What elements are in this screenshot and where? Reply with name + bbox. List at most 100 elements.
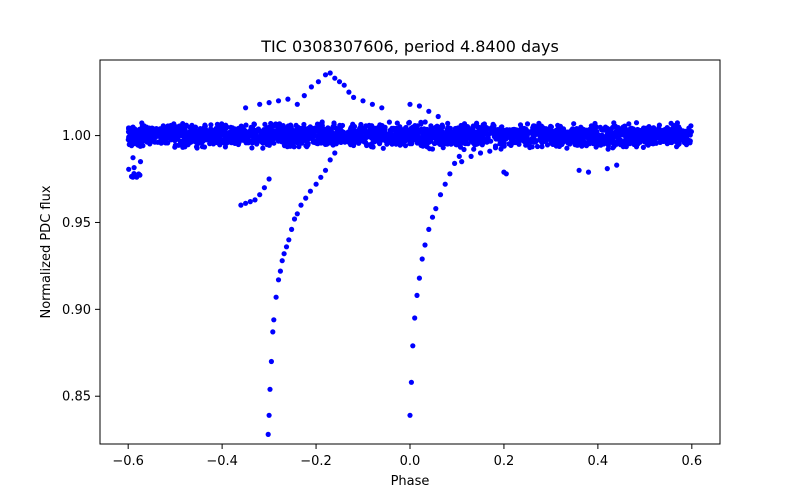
feature-point <box>322 167 329 173</box>
baseline-point <box>674 120 681 126</box>
baseline-point <box>605 142 612 148</box>
baseline-point <box>284 135 291 142</box>
baseline-point <box>194 145 200 151</box>
baseline-point <box>212 139 218 145</box>
feature-point <box>468 153 474 159</box>
baseline-point <box>640 135 647 141</box>
baseline-point <box>258 133 264 139</box>
feature-point <box>327 70 333 76</box>
feature-point <box>407 412 413 418</box>
baseline-point <box>163 134 170 140</box>
baseline-point <box>185 137 191 143</box>
feature-point <box>285 96 291 102</box>
feature-point <box>426 108 432 114</box>
baseline-point <box>490 121 496 127</box>
baseline-point <box>362 139 368 145</box>
baseline-point <box>539 144 545 150</box>
baseline-point <box>304 144 310 150</box>
baseline-point <box>202 123 208 129</box>
x-tick-label: 0.2 <box>494 454 515 469</box>
baseline-point <box>141 138 147 144</box>
baseline-point <box>338 127 344 133</box>
feature-point <box>351 94 357 100</box>
baseline-point <box>468 138 474 144</box>
baseline-point <box>429 146 436 152</box>
feature-point <box>261 185 267 191</box>
feature-point <box>585 169 592 175</box>
baseline-point <box>197 126 203 132</box>
baseline-point <box>230 131 236 138</box>
baseline-point <box>412 135 418 141</box>
baseline-point <box>485 135 491 141</box>
baseline-point <box>161 126 168 132</box>
feature-point <box>279 258 285 264</box>
baseline-point <box>441 134 447 141</box>
baseline-point <box>201 130 207 136</box>
baseline-point <box>671 124 677 130</box>
feature-point <box>341 82 347 88</box>
feature-point <box>238 202 244 208</box>
baseline-point <box>548 133 554 139</box>
feature-point <box>271 317 277 323</box>
baseline-point <box>450 129 456 135</box>
feature-point <box>275 277 282 283</box>
feature-point <box>291 216 298 222</box>
feature-point <box>283 244 290 250</box>
baseline-point <box>172 125 178 131</box>
baseline-point <box>369 123 375 129</box>
baseline-point <box>571 121 577 127</box>
baseline-point <box>685 138 691 145</box>
baseline-point <box>473 122 479 128</box>
baseline-point <box>358 134 364 140</box>
baseline-point <box>386 119 392 125</box>
baseline-point <box>595 139 602 145</box>
baseline-point <box>505 129 511 135</box>
y-axis-label: Normalized PDC flux <box>39 185 54 318</box>
baseline-point <box>658 130 665 136</box>
baseline-point <box>384 141 390 147</box>
baseline-point <box>147 141 153 147</box>
baseline-point <box>225 135 232 141</box>
baseline-point <box>440 145 446 151</box>
baseline-point <box>135 130 141 136</box>
baseline-point <box>130 155 136 161</box>
baseline-point <box>126 125 132 131</box>
baseline-point <box>280 125 286 131</box>
baseline-point <box>535 129 541 135</box>
baseline-point <box>516 141 522 147</box>
baseline-point <box>384 134 390 140</box>
baseline-point <box>657 139 663 145</box>
baseline-point <box>234 139 240 145</box>
baseline-point <box>475 130 481 136</box>
baseline-point <box>368 144 374 150</box>
baseline-point <box>347 132 353 138</box>
baseline-point <box>666 136 672 142</box>
baseline-point <box>464 136 470 142</box>
baseline-point <box>249 145 255 151</box>
feature-point <box>268 358 274 365</box>
baseline-point <box>208 129 214 135</box>
y-tick-label: 0.90 <box>62 303 91 318</box>
baseline-point <box>668 120 674 126</box>
feature-point <box>456 153 462 159</box>
baseline-point <box>544 128 551 134</box>
baseline-point <box>217 142 223 148</box>
baseline-point <box>144 135 150 141</box>
baseline-point <box>173 133 179 139</box>
baseline-point <box>521 129 527 135</box>
baseline-point <box>448 141 454 147</box>
x-tick-label: −0.2 <box>300 454 332 469</box>
feature-point <box>360 98 366 104</box>
baseline-point <box>254 140 260 146</box>
baseline-point <box>504 134 510 140</box>
baseline-point <box>363 132 369 138</box>
feature-point <box>433 206 439 212</box>
baseline-point <box>189 129 195 135</box>
baseline-point <box>129 143 135 149</box>
baseline-point <box>131 171 137 177</box>
baseline-point <box>420 131 426 137</box>
baseline-point <box>595 133 601 139</box>
baseline-point <box>671 132 677 138</box>
plot-frame <box>99 59 721 445</box>
feature-point <box>243 105 249 111</box>
